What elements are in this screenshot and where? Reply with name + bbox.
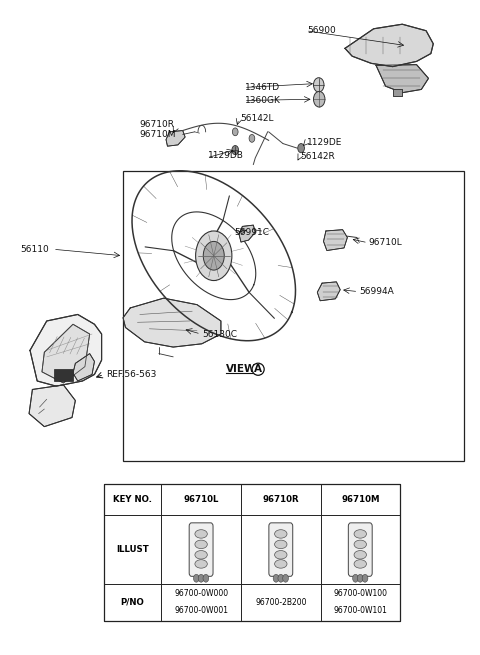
Ellipse shape <box>354 540 366 549</box>
Text: 1346TD: 1346TD <box>245 83 280 92</box>
Circle shape <box>203 574 209 582</box>
Polygon shape <box>239 225 255 242</box>
Text: 56994A: 56994A <box>360 287 394 296</box>
Bar <box>54 369 73 381</box>
Bar <box>123 171 464 461</box>
Text: 96710M: 96710M <box>341 495 380 504</box>
Text: 96700-2B200: 96700-2B200 <box>255 598 307 607</box>
Circle shape <box>196 231 232 280</box>
Text: 1129DB: 1129DB <box>207 151 243 160</box>
Ellipse shape <box>354 559 366 568</box>
Circle shape <box>353 574 359 582</box>
Text: 1129DE: 1129DE <box>307 138 342 147</box>
Ellipse shape <box>195 551 207 559</box>
Text: 96710L: 96710L <box>183 495 219 504</box>
Circle shape <box>313 78 324 92</box>
Polygon shape <box>393 90 402 96</box>
Circle shape <box>298 143 304 153</box>
FancyBboxPatch shape <box>269 523 293 576</box>
Text: ILLUST: ILLUST <box>116 545 149 554</box>
Text: 96710R: 96710R <box>140 119 175 128</box>
Ellipse shape <box>195 540 207 549</box>
Text: A: A <box>254 364 262 374</box>
Polygon shape <box>73 354 95 381</box>
Circle shape <box>203 242 224 270</box>
Text: 96700-0W000: 96700-0W000 <box>174 590 228 599</box>
Polygon shape <box>345 24 433 67</box>
Polygon shape <box>376 65 429 93</box>
Text: 96710M: 96710M <box>140 130 176 139</box>
Circle shape <box>232 145 239 155</box>
Bar <box>104 484 400 621</box>
Ellipse shape <box>275 559 287 568</box>
Circle shape <box>232 128 238 136</box>
Text: P/NO: P/NO <box>121 598 144 607</box>
Ellipse shape <box>195 530 207 538</box>
Circle shape <box>249 134 255 142</box>
Polygon shape <box>317 282 340 301</box>
Text: 1360GK: 1360GK <box>245 96 281 105</box>
Polygon shape <box>29 385 75 426</box>
Circle shape <box>198 574 204 582</box>
Circle shape <box>362 574 368 582</box>
Text: 56142L: 56142L <box>240 114 274 123</box>
Text: 56900: 56900 <box>307 26 336 35</box>
Polygon shape <box>30 314 102 386</box>
Text: 96700-0W001: 96700-0W001 <box>174 607 228 616</box>
Text: 56991C: 56991C <box>234 229 269 237</box>
Text: 96710R: 96710R <box>263 495 299 504</box>
Polygon shape <box>166 130 185 146</box>
Polygon shape <box>123 298 221 347</box>
Ellipse shape <box>195 559 207 568</box>
Text: REF.56-563: REF.56-563 <box>107 370 157 379</box>
Ellipse shape <box>275 530 287 538</box>
Text: 56142R: 56142R <box>300 152 336 161</box>
Ellipse shape <box>354 551 366 559</box>
Text: VIEW: VIEW <box>226 364 256 374</box>
Text: 96710L: 96710L <box>369 238 403 247</box>
FancyBboxPatch shape <box>348 523 372 576</box>
Text: KEY NO.: KEY NO. <box>113 495 152 504</box>
Circle shape <box>278 574 284 582</box>
Circle shape <box>273 574 279 582</box>
Ellipse shape <box>275 551 287 559</box>
Text: 56110: 56110 <box>21 245 49 253</box>
Circle shape <box>358 574 363 582</box>
Text: 56130C: 56130C <box>202 329 237 339</box>
Circle shape <box>313 92 325 107</box>
Polygon shape <box>42 324 90 383</box>
FancyBboxPatch shape <box>189 523 213 576</box>
Text: 96700-0W100: 96700-0W100 <box>333 590 387 599</box>
Ellipse shape <box>275 540 287 549</box>
Circle shape <box>283 574 288 582</box>
Polygon shape <box>324 230 348 251</box>
Ellipse shape <box>354 530 366 538</box>
Circle shape <box>193 574 199 582</box>
Text: 96700-0W101: 96700-0W101 <box>333 607 387 616</box>
